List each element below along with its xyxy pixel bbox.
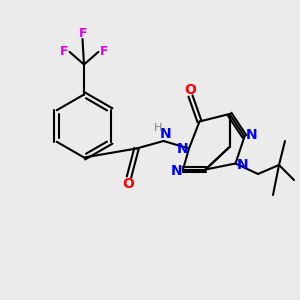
Text: F: F xyxy=(60,45,68,58)
Text: N: N xyxy=(245,128,257,142)
Text: O: O xyxy=(122,177,134,190)
Text: F: F xyxy=(100,45,108,58)
Text: N: N xyxy=(236,158,248,172)
Text: N: N xyxy=(177,142,188,156)
Text: O: O xyxy=(184,83,196,97)
Text: F: F xyxy=(79,26,87,40)
Text: H: H xyxy=(154,123,162,134)
Text: N: N xyxy=(171,164,182,178)
Text: N: N xyxy=(160,128,172,141)
